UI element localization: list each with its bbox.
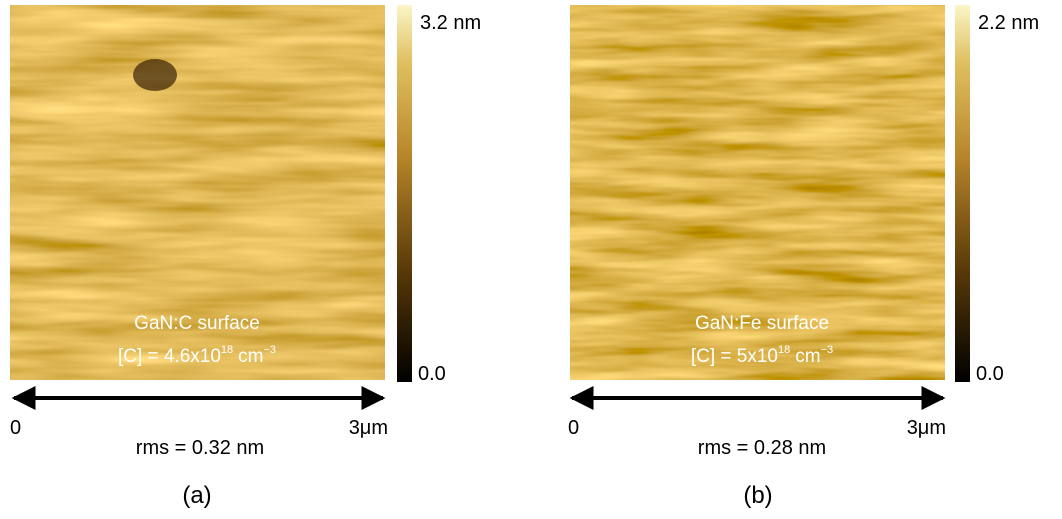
scale-start: 0 xyxy=(568,417,579,439)
concentration-label: [C] = 4.6x1018 cm−3 xyxy=(118,344,276,367)
exponent: −3 xyxy=(821,344,834,356)
concentration-label: [C] = 5x1018 cm−3 xyxy=(691,344,833,367)
rms-label: rms = 0.28 nm xyxy=(698,437,826,459)
afm-pit xyxy=(133,59,177,91)
exponent: 18 xyxy=(221,344,233,356)
panel-a: 3.2 nm 0.0 GaN:C surface [C] = 4.6x1018 c… xyxy=(10,5,481,509)
concentration-prefix: [C] = 5x10 xyxy=(691,346,778,367)
colorbar-max: 2.2 nm xyxy=(978,12,1039,34)
colorbar xyxy=(397,5,412,382)
scale-end: 3μm xyxy=(349,417,388,439)
colorbar-min: 0.0 xyxy=(976,363,1004,385)
caption: (a) xyxy=(182,482,211,509)
afm-image xyxy=(10,5,385,380)
afm-image xyxy=(570,5,945,380)
sample-label: GaN:Fe surface xyxy=(695,313,829,334)
colorbar-min: 0.0 xyxy=(418,363,446,385)
rms-label: rms = 0.32 nm xyxy=(136,437,264,459)
exponent: −3 xyxy=(264,344,277,356)
colorbar xyxy=(955,5,970,382)
unit: cm xyxy=(238,346,263,367)
panel-b: 2.2 nm 0.0 GaN:Fe surface [C] = 5x1018 cm… xyxy=(568,5,1039,509)
exponent: 18 xyxy=(778,344,790,356)
caption: (b) xyxy=(743,482,772,509)
scale-start: 0 xyxy=(10,417,21,439)
unit: cm xyxy=(795,346,820,367)
concentration-prefix: [C] = 4.6x10 xyxy=(118,346,221,367)
scale-end: 3μm xyxy=(907,417,946,439)
colorbar-max: 3.2 nm xyxy=(420,12,481,34)
sample-label: GaN:C surface xyxy=(134,313,260,334)
